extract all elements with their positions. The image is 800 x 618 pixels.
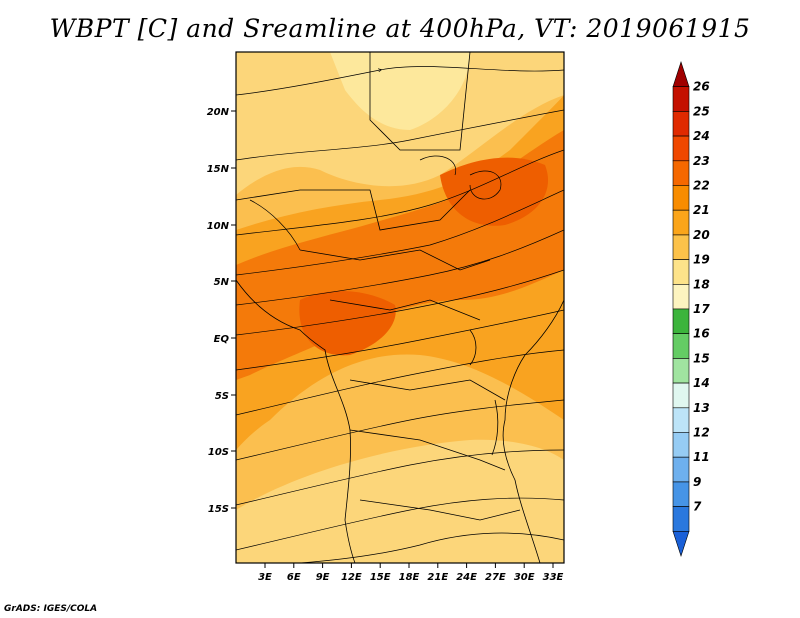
colorbar-label: 13 [693,401,710,415]
lon-tick-label: 6E [287,572,301,583]
border [349,429,506,471]
colorbar-segment [672,308,690,334]
lat-tick-label: 5S [215,391,229,402]
colorbar-segment [672,86,690,112]
border [349,379,506,401]
colorbar-label: 15 [693,351,710,365]
streamline [236,66,564,96]
colorbar-label: 17 [693,302,710,316]
streamline [236,269,564,336]
colorbar-label: 7 [693,500,702,514]
colorbar-label: 18 [693,277,710,291]
streamline [236,399,564,461]
colorbar-segment [672,506,690,532]
streamlines [236,66,564,563]
country-borders [236,52,564,563]
border [299,249,491,271]
colorbar-segment [672,358,690,384]
colorbar-segment [672,209,690,236]
lon-tick-label: 33E [543,572,564,583]
colorbar-segment [672,284,690,310]
lon-tick-label: 12E [341,572,362,583]
colorbar-segment [672,61,690,87]
streamline [236,497,564,551]
lon-tick-label: 27E [485,572,506,583]
streamline [236,149,564,236]
lat-tick-label: 10S [208,447,229,458]
streamline [236,229,564,306]
grads-credit: GrADS: IGES/COLA [4,604,98,614]
hottest-core-1 [440,157,549,226]
colorbar-label: 20 [693,228,710,242]
colorbar-label: 26 [693,80,710,94]
streamline [469,170,502,200]
lat-tick-label: 20N [207,107,230,118]
streamline [236,109,564,161]
colorbar-segment [672,407,690,433]
border [236,189,471,231]
map-title: WBPT [C] and Sreamline at 400hPa, VT: 20… [49,14,751,43]
coastline-west [236,279,356,563]
latitude-axis: 20N 15N 10N 5N EQ 5S 10S 15S [207,107,236,515]
lon-tick-label: 30E [514,572,535,583]
colorbar-segment [672,185,690,211]
colorbar-segment [672,531,690,557]
border [329,299,481,321]
colorbar-segment [672,456,690,483]
lake [491,399,499,456]
colorbar-label: 12 [693,426,710,440]
colorbar-segment [672,333,690,359]
colorbar-label: 19 [693,253,710,267]
colorbar-label: 25 [693,104,710,118]
colorbar-segment [672,481,690,507]
colorbar-label: 16 [693,327,710,341]
colorbar-segment [672,160,690,186]
pale-region-north [330,52,470,130]
colorbar: 26 25 24 23 22 21 20 19 18 17 16 15 14 13 12 11 9 7 [672,61,710,557]
border [369,52,471,151]
colorbar-label: 24 [693,129,710,143]
colorbar-segment [672,382,690,409]
streamline [299,532,564,563]
plot-frame [235,51,565,564]
lon-tick-label: 3E [258,572,272,583]
cool-region-south [236,439,564,563]
lat-tick-label: 15N [207,164,230,175]
colorbar-segment [672,111,690,137]
streamline [419,155,457,176]
lon-tick-label: 21E [427,572,448,583]
lon-tick-label: 15E [370,572,391,583]
lat-tick-label: 15S [208,504,229,515]
colorbar-label: 23 [693,154,710,168]
colorbar-label: 14 [693,376,710,390]
longitude-axis: 3E 6E 9E 12E 15E 18E 21E 24E 27E 30E 33E [258,563,564,583]
streamline [236,349,564,416]
colorbar-label: 22 [693,179,710,193]
lat-tick-label: 10N [207,221,230,232]
lake [469,329,477,366]
colorbar-label: 9 [693,475,701,489]
colorbar-label: 11 [693,450,710,464]
streamline [236,309,564,371]
lon-tick-label: 24E [456,572,477,583]
streamline [236,189,564,276]
lat-tick-label: EQ [214,334,230,345]
coastline-east [502,299,564,563]
streamline [236,449,564,506]
streamline [249,199,301,251]
lat-tick-label: 5N [214,277,230,288]
colorbar-segment [672,259,690,285]
colorbar-segment [672,234,690,260]
colorbar-segment [672,432,690,458]
border [359,499,521,521]
colorbar-label: 21 [693,203,710,217]
lon-tick-label: 18E [399,572,420,583]
colorbar-segment [672,135,690,162]
lon-tick-label: 9E [316,572,330,583]
